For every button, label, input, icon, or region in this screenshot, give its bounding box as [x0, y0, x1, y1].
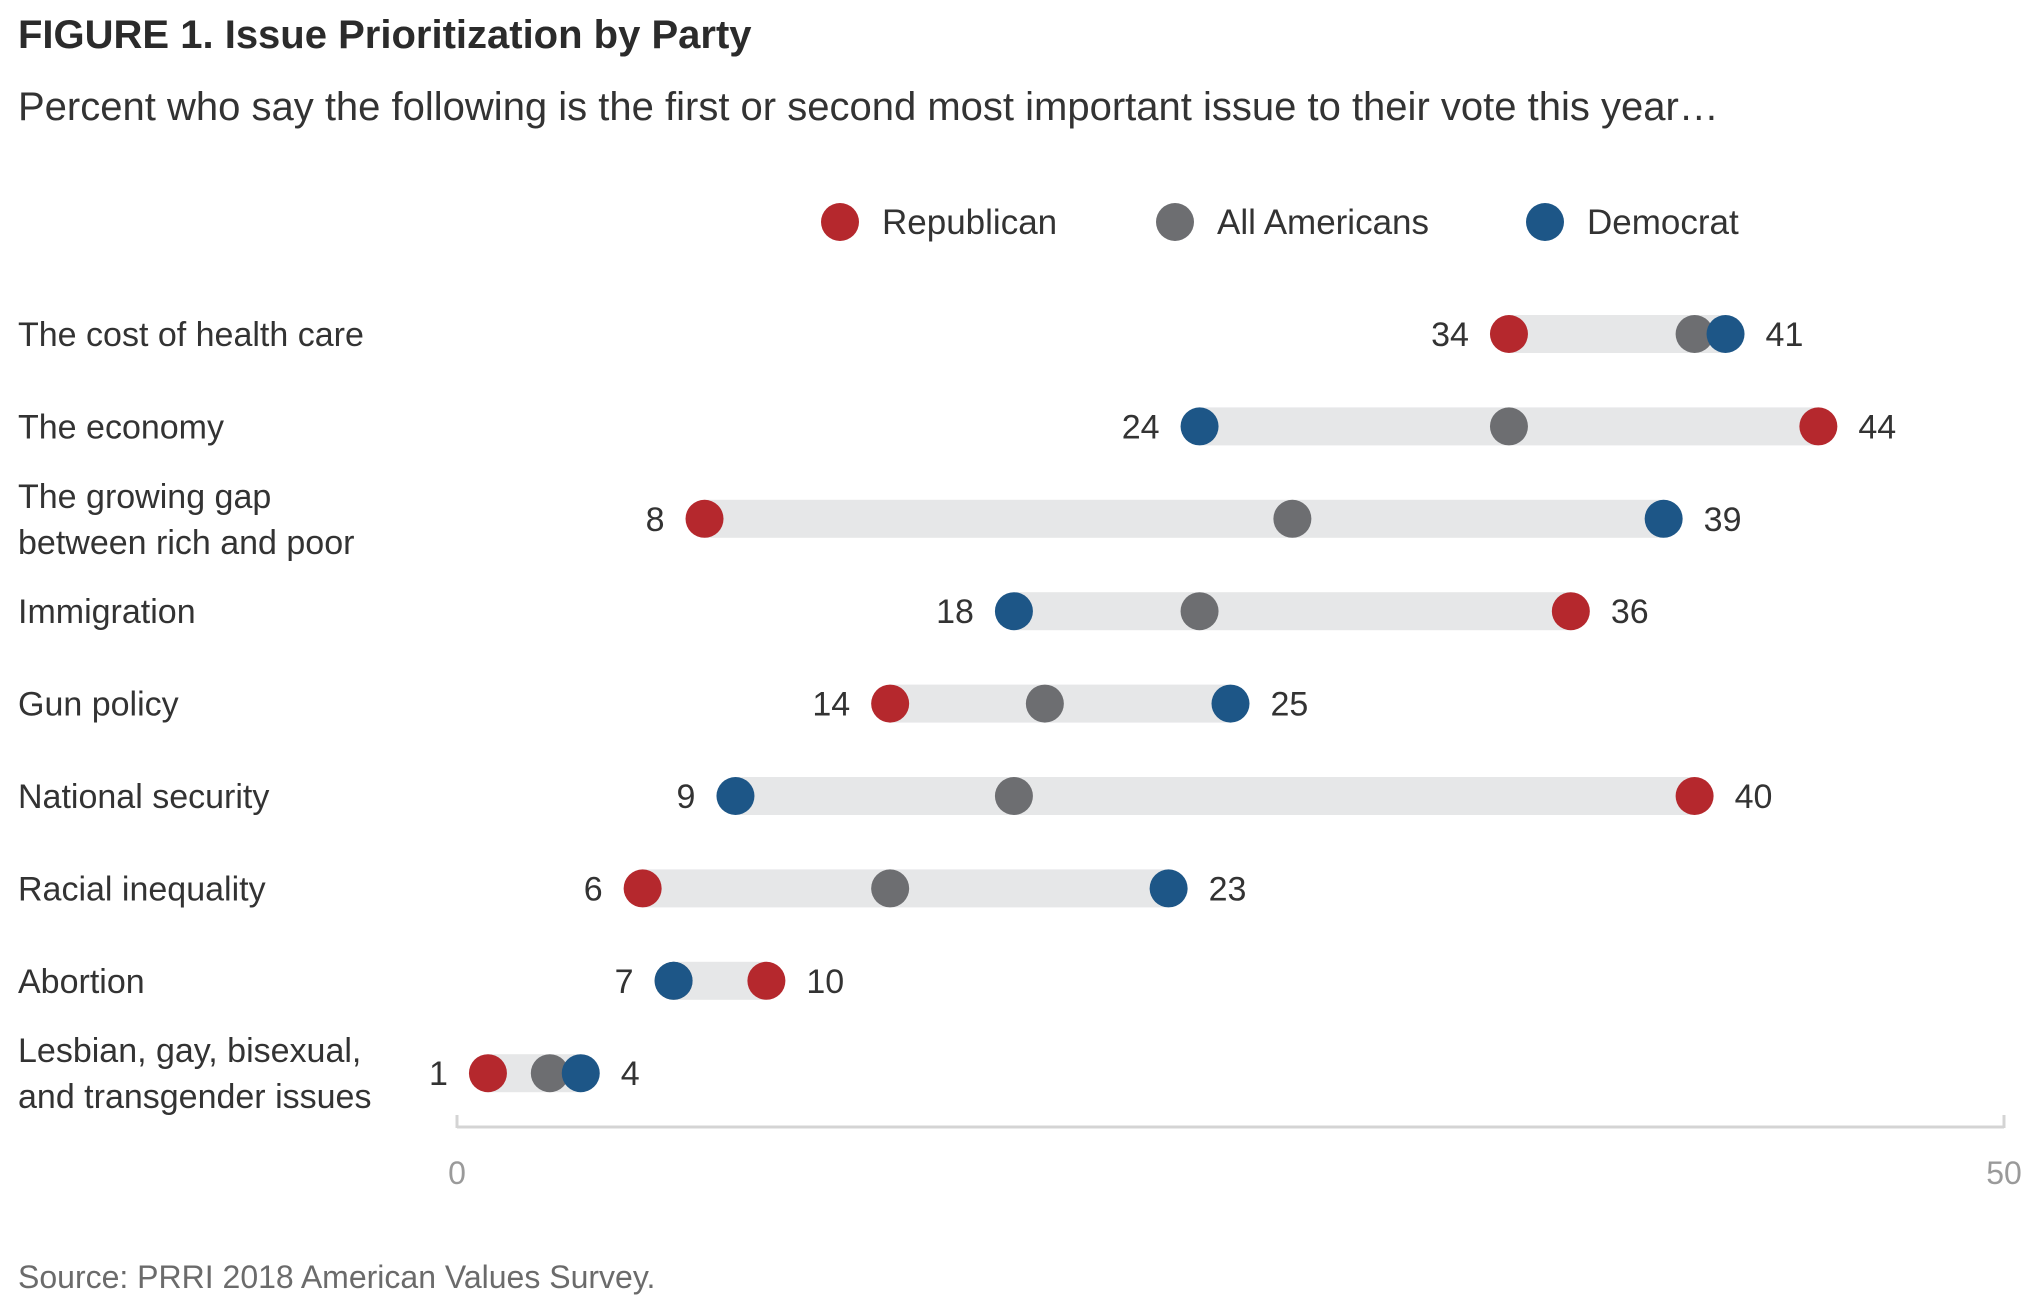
value-label-low: 18	[936, 593, 974, 631]
category-label-line: The growing gap	[18, 478, 271, 516]
value-label-high: 40	[1735, 778, 1773, 816]
value-label-high: 44	[1858, 408, 1896, 446]
row: The economy 24 44	[18, 407, 1896, 446]
x-tick-label: 50	[1986, 1155, 2022, 1191]
legend-marker-all-americans	[1156, 203, 1194, 241]
value-label-high: 25	[1271, 686, 1309, 724]
legend-marker-democrat	[1526, 203, 1564, 241]
category-label-line: Lesbian, gay, bisexual,	[18, 1032, 361, 1070]
value-label-low: 24	[1122, 408, 1160, 446]
row: Immigration 18 36	[18, 592, 1649, 631]
dot-all-americans	[1489, 407, 1528, 446]
row: The growing gap between rich and poor 8 39	[18, 478, 1741, 562]
value-label-low: 8	[646, 501, 665, 539]
dot-democrat	[1149, 869, 1188, 908]
legend-label-republican: Republican	[882, 203, 1057, 242]
category-label: The cost of health care	[18, 316, 364, 354]
source-note: Source: PRRI 2018 American Values Survey…	[18, 1259, 655, 1295]
value-label-low: 9	[677, 778, 696, 816]
dot-republican	[685, 499, 724, 538]
dot-all-americans	[994, 777, 1033, 815]
category-label: Immigration	[18, 593, 196, 631]
dot-all-americans	[1675, 315, 1714, 353]
range-bar	[1013, 592, 1571, 631]
legend: Republican All Americans Democrat	[821, 203, 1739, 242]
legend-label-democrat: Democrat	[1587, 203, 1739, 242]
dot-democrat	[1644, 499, 1683, 538]
value-label-low: 1	[429, 1055, 448, 1093]
value-label-high: 10	[806, 963, 844, 1001]
value-label-high: 23	[1209, 870, 1247, 908]
legend-marker-republican	[821, 203, 859, 241]
dot-republican	[468, 1054, 507, 1093]
legend-label-all-americans: All Americans	[1217, 203, 1429, 242]
row: Racial inequality 6 23	[18, 869, 1246, 908]
row: Lesbian, gay, bisexual, and transgender i…	[18, 1032, 640, 1116]
dot-republican	[1551, 592, 1590, 631]
value-label-high: 4	[621, 1055, 640, 1093]
category-label: The growing gap between rich and poor	[18, 478, 354, 562]
dot-republican	[871, 684, 910, 723]
dot-democrat	[654, 961, 693, 1000]
value-label-low: 14	[812, 686, 850, 724]
row: Gun policy 14 25	[18, 684, 1309, 724]
chart-subtitle: Percent who say the following is the fir…	[18, 85, 1719, 129]
dot-democrat	[994, 592, 1033, 631]
dot-all-americans	[1180, 592, 1219, 631]
range-bar	[735, 777, 1695, 815]
dot-republican	[1489, 315, 1528, 353]
chart-title: FIGURE 1. Issue Prioritization by Party	[18, 13, 752, 57]
dot-democrat	[1706, 315, 1745, 353]
category-label: The economy	[18, 408, 224, 446]
value-label-high: 39	[1704, 501, 1742, 539]
dot-all-americans	[1025, 684, 1064, 723]
dot-republican	[747, 961, 786, 1000]
category-label-line: and transgender issues	[18, 1078, 371, 1116]
category-label: National security	[18, 778, 269, 816]
category-label-line: between rich and poor	[18, 524, 354, 562]
category-label: Gun policy	[18, 686, 179, 724]
value-label-low: 34	[1431, 316, 1469, 354]
value-label-high: 41	[1766, 316, 1804, 354]
x-axis: 0 50	[448, 1115, 2022, 1191]
dot-republican	[623, 869, 662, 908]
row: National security 9 40	[18, 777, 1772, 816]
category-label: Abortion	[18, 963, 145, 1001]
value-label-low: 7	[615, 963, 634, 1001]
dot-democrat	[1180, 407, 1219, 446]
category-label: Lesbian, gay, bisexual, and transgender i…	[18, 1032, 371, 1116]
value-label-low: 6	[584, 870, 603, 908]
dot-republican	[1799, 407, 1838, 446]
dot-all-americans	[1273, 499, 1312, 538]
x-tick-label: 0	[448, 1155, 466, 1191]
row: Abortion 7 10	[18, 961, 844, 1001]
dot-republican	[1675, 777, 1714, 815]
category-label: Racial inequality	[18, 870, 266, 908]
dot-all-americans	[871, 869, 910, 908]
dot-democrat	[561, 1054, 600, 1093]
dot-democrat	[1211, 684, 1250, 723]
dot-all-americans	[530, 1054, 569, 1093]
dot-democrat	[716, 777, 755, 815]
range-bar	[704, 499, 1664, 538]
value-label-high: 36	[1611, 593, 1649, 631]
row: The cost of health care 34 41	[18, 315, 1803, 354]
